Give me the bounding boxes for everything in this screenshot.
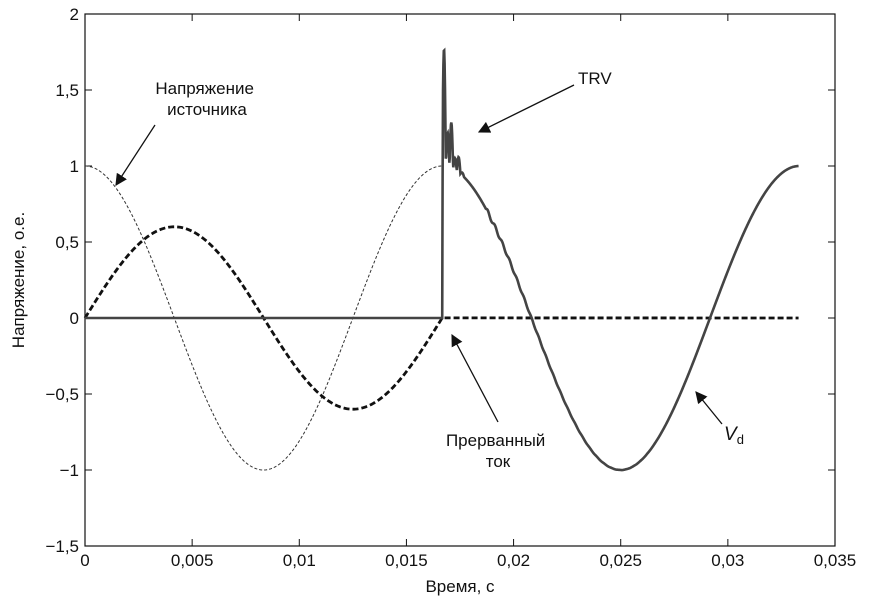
annotation-interrupted-current: Прерванный ток <box>446 431 550 471</box>
annotation-source-voltage-arrow <box>115 124 156 187</box>
annotation-trv-arrow <box>477 84 575 133</box>
annotation-source-voltage-line-1: Напряжение <box>155 79 254 98</box>
x-axis: 0 0,005 0,01 0,015 0,02 0,025 0,03 0,035 <box>80 14 856 570</box>
x-tick-label: 0,03 <box>711 551 744 570</box>
annotation-vd-main: V <box>724 424 739 445</box>
plot-frame <box>84 13 836 547</box>
y-axis-label: Напряжение, о.е. <box>9 212 28 348</box>
annotation-interrupted-current-arrow <box>451 333 499 423</box>
y-tick-label: −1,5 <box>45 537 79 556</box>
series-vd <box>85 47 799 472</box>
x-tick-label: 0,005 <box>171 551 214 570</box>
x-tick-label: 0,015 <box>385 551 428 570</box>
annotation-vd-subscript: d <box>737 432 744 447</box>
y-tick-label: 0 <box>70 309 79 328</box>
y-tick-label: 2 <box>70 5 79 24</box>
annotation-layer: Напряжение источника TRV Прерванный ток … <box>115 69 744 471</box>
y-tick-label: 1 <box>70 157 79 176</box>
y-tick-label: −1 <box>60 461 79 480</box>
y-tick-label: 0,5 <box>55 233 79 252</box>
annotation-interrupted-current-line-1: Прерванный <box>446 431 545 450</box>
x-tick-label: 0,035 <box>814 551 857 570</box>
x-tick-label: 0,02 <box>497 551 530 570</box>
annotation-vd: Vd <box>724 424 744 447</box>
series-layer <box>83 47 799 472</box>
y-tick-label: 1,5 <box>55 81 79 100</box>
annotation-vd-arrow <box>695 391 723 425</box>
annotation-source-voltage: Напряжение источника <box>155 79 258 119</box>
y-tick-label: −0,5 <box>45 385 79 404</box>
annotation-interrupted-current-line-2: ток <box>486 452 511 471</box>
x-axis-label: Время, с <box>425 577 495 596</box>
annotation-source-voltage-line-2: источника <box>167 100 247 119</box>
annotation-trv: TRV <box>578 69 612 88</box>
series-source-voltage <box>84 165 443 471</box>
x-tick-label: 0 <box>80 551 89 570</box>
plot-area <box>84 13 836 547</box>
x-tick-label: 0,025 <box>599 551 642 570</box>
x-tick-label: 0,01 <box>283 551 316 570</box>
y-axis: −1,5 −1 −0,5 0 0,5 1 1,5 2 <box>45 5 835 556</box>
